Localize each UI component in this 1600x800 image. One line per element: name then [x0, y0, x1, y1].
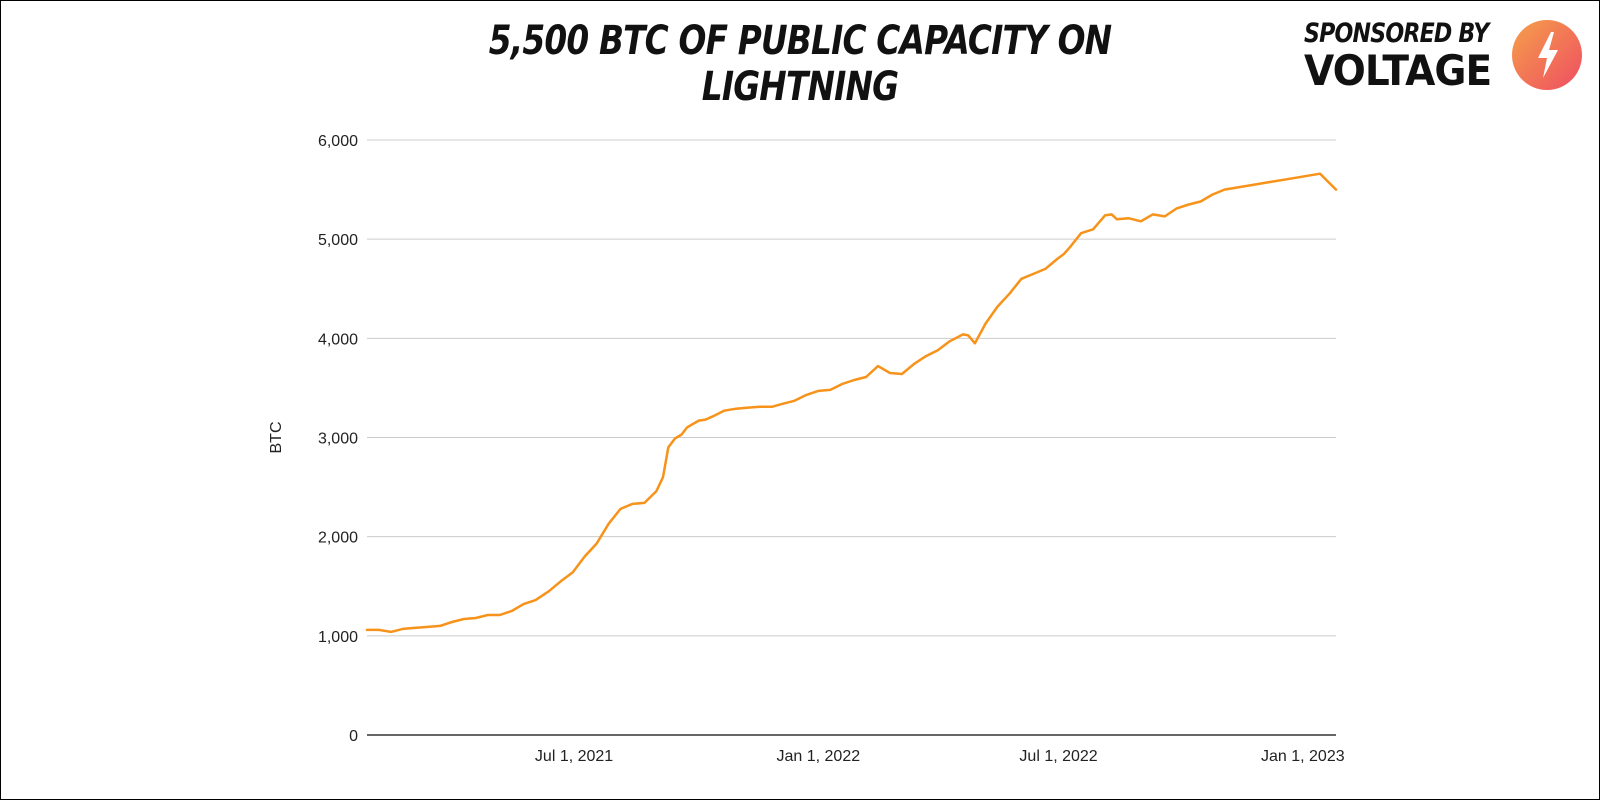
- x-tick-label: Jan 1, 2022: [777, 748, 861, 765]
- y-axis-label: BTC: [268, 422, 285, 454]
- series-line: [365, 172, 1338, 634]
- voltage-logo-icon: [1512, 20, 1582, 90]
- y-tick-label: 5,000: [318, 232, 358, 249]
- y-tick-label: 2,000: [318, 530, 358, 547]
- sponsor-block: SPONSORED BY VOLTAGE: [1300, 10, 1600, 110]
- y-tick-label: 1,000: [318, 629, 358, 646]
- sponsor-label: SPONSORED BY: [1304, 18, 1489, 49]
- chart-title: 5,500 BTC OF PUBLIC CAPACITY ON LIGHTNIN…: [488, 18, 1112, 110]
- y-tick-label: 4,000: [318, 331, 358, 348]
- y-tick-label: 6,000: [318, 133, 358, 150]
- brand-name: VOLTAGE: [1304, 46, 1492, 95]
- y-tick-label: 3,000: [318, 431, 358, 448]
- x-tick-label: Jul 1, 2021: [535, 748, 613, 765]
- y-tick-label: 0: [349, 728, 358, 745]
- x-tick-label: Jul 1, 2022: [1019, 748, 1097, 765]
- x-tick-label: Jan 1, 2023: [1261, 748, 1345, 765]
